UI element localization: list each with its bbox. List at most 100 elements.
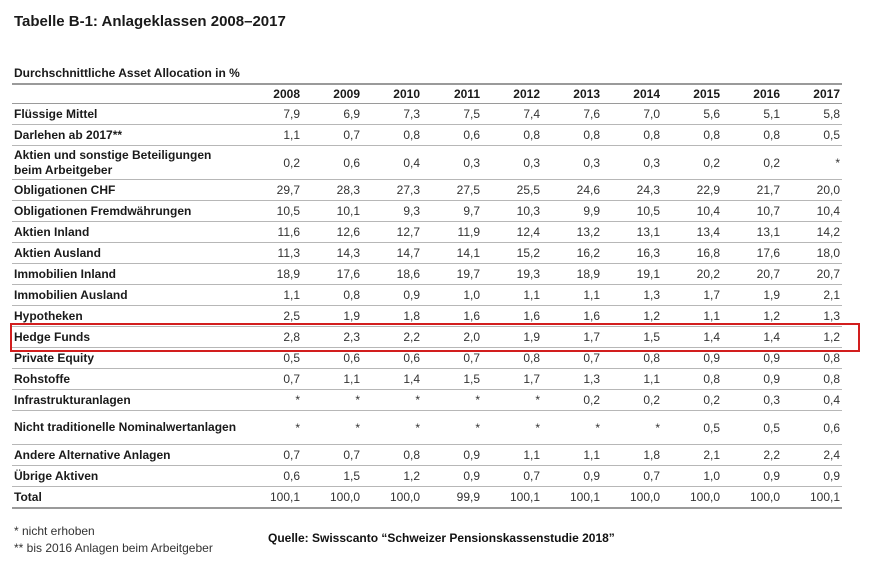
value-cell: 14,1	[422, 242, 482, 264]
value-cell: 1,2	[602, 305, 662, 327]
value-cell: 0,6	[302, 145, 362, 180]
value-cell: 100,1	[242, 486, 302, 509]
table-subtitle: Durchschnittliche Asset Allocation in %	[14, 66, 240, 80]
value-cell: 1,5	[422, 368, 482, 390]
value-cell: *	[362, 410, 422, 445]
row-label: Rohstoffe	[12, 368, 242, 390]
row-label: Nicht traditionelle Nominalwertanlagen	[12, 410, 242, 445]
table-row: Obligationen CHF 29,7 28,3 27,3 27,5 25,5 24,6…	[12, 179, 842, 201]
value-cell: 19,1	[602, 263, 662, 285]
value-cell: 12,6	[302, 221, 362, 243]
value-cell: 0,6	[782, 410, 842, 445]
value-cell: 13,1	[602, 221, 662, 243]
value-cell: 20,2	[662, 263, 722, 285]
value-cell: 0,7	[242, 368, 302, 390]
value-cell: 13,4	[662, 221, 722, 243]
value-cell: 2,3	[302, 326, 362, 348]
row-label: Aktien und sonstige Beteiligungen beim A…	[12, 145, 242, 180]
value-cell: 0,6	[422, 124, 482, 146]
value-cell: 0,9	[782, 465, 842, 487]
value-cell: *	[422, 410, 482, 445]
value-cell: 25,5	[482, 179, 542, 201]
hedge-funds-highlight-box	[10, 322, 860, 352]
value-cell: 1,2	[362, 465, 422, 487]
row-label: Obligationen CHF	[12, 179, 242, 201]
year-header: 2014	[602, 83, 662, 104]
value-cell: 0,4	[782, 389, 842, 411]
value-cell: 1,3	[782, 305, 842, 327]
value-cell: 2,1	[662, 444, 722, 466]
value-cell: 20,0	[782, 179, 842, 201]
value-cell: 0,2	[242, 145, 302, 180]
value-cell: 100,0	[662, 486, 722, 509]
value-cell: 0,9	[422, 444, 482, 466]
value-cell: 21,7	[722, 179, 782, 201]
value-cell: 10,3	[482, 200, 542, 222]
table-row: Übrige Aktiven 0,6 1,5 1,2 0,9 0,7 0,9 0,7 1,0 0,…	[12, 465, 842, 487]
table-row: Obligationen Fremdwährungen 10,5 10,1 9,3 9,…	[12, 200, 842, 222]
value-cell: 0,9	[722, 465, 782, 487]
value-cell: 20,7	[782, 263, 842, 285]
value-cell: 0,3	[722, 389, 782, 411]
table-title: Tabelle B-1: Anlageklassen 2008–2017	[14, 13, 286, 30]
value-cell: 0,8	[662, 368, 722, 390]
value-cell: 1,7	[662, 284, 722, 306]
value-cell: 11,6	[242, 221, 302, 243]
value-cell: *	[602, 410, 662, 445]
value-cell: 1,4	[662, 326, 722, 348]
value-cell: 0,8	[602, 124, 662, 146]
value-cell: 15,2	[482, 242, 542, 264]
value-cell: *	[482, 410, 542, 445]
value-cell: 24,6	[542, 179, 602, 201]
value-cell: 0,3	[482, 145, 542, 180]
row-label: Aktien Inland	[12, 221, 242, 243]
value-cell: 2,5	[242, 305, 302, 327]
value-cell: 0,3	[542, 145, 602, 180]
value-cell: 100,1	[782, 486, 842, 509]
table-row: Infrastrukturanlagen * * * * * 0,2 0,2 0,2 0,3 0,4	[12, 389, 842, 411]
value-cell: 1,2	[782, 326, 842, 348]
value-cell: 2,8	[242, 326, 302, 348]
row-label: Hedge Funds	[12, 326, 242, 348]
value-cell: 10,5	[242, 200, 302, 222]
row-label: Übrige Aktiven	[12, 465, 242, 487]
value-cell: 5,6	[662, 103, 722, 125]
value-cell: 10,4	[662, 200, 722, 222]
value-cell: 16,3	[602, 242, 662, 264]
year-header: 2015	[662, 83, 722, 104]
value-cell: 1,1	[602, 368, 662, 390]
value-cell: 100,0	[602, 486, 662, 509]
value-cell: 7,0	[602, 103, 662, 125]
value-cell: 1,7	[542, 326, 602, 348]
year-header: 2016	[722, 83, 782, 104]
value-cell: 24,3	[602, 179, 662, 201]
value-cell: 19,7	[422, 263, 482, 285]
value-cell: 1,1	[302, 368, 362, 390]
row-label: Private Equity	[12, 347, 242, 369]
value-cell: 7,6	[542, 103, 602, 125]
value-cell: 11,9	[422, 221, 482, 243]
value-cell: 17,6	[302, 263, 362, 285]
value-cell: *	[302, 389, 362, 411]
header-row: 2008 2009 2010 2011 2012 2013 2014 2015 …	[12, 83, 842, 104]
value-cell: 1,1	[242, 284, 302, 306]
value-cell: 1,6	[422, 305, 482, 327]
value-cell: 10,1	[302, 200, 362, 222]
table-row: Andere Alternative Anlagen 0,7 0,7 0,8 0,9 1,…	[12, 444, 842, 466]
value-cell: *	[482, 389, 542, 411]
value-cell: 1,3	[602, 284, 662, 306]
value-cell: 0,6	[362, 347, 422, 369]
value-cell: 20,7	[722, 263, 782, 285]
value-cell: 27,3	[362, 179, 422, 201]
value-cell: 0,5	[242, 347, 302, 369]
value-cell: 27,5	[422, 179, 482, 201]
value-cell: 7,5	[422, 103, 482, 125]
value-cell: 17,6	[722, 242, 782, 264]
value-cell: 1,0	[662, 465, 722, 487]
value-cell: 1,6	[542, 305, 602, 327]
value-cell: 0,3	[422, 145, 482, 180]
row-label: Flüssige Mittel	[12, 103, 242, 125]
value-cell: 6,9	[302, 103, 362, 125]
value-cell: 0,5	[722, 410, 782, 445]
value-cell: 13,1	[722, 221, 782, 243]
